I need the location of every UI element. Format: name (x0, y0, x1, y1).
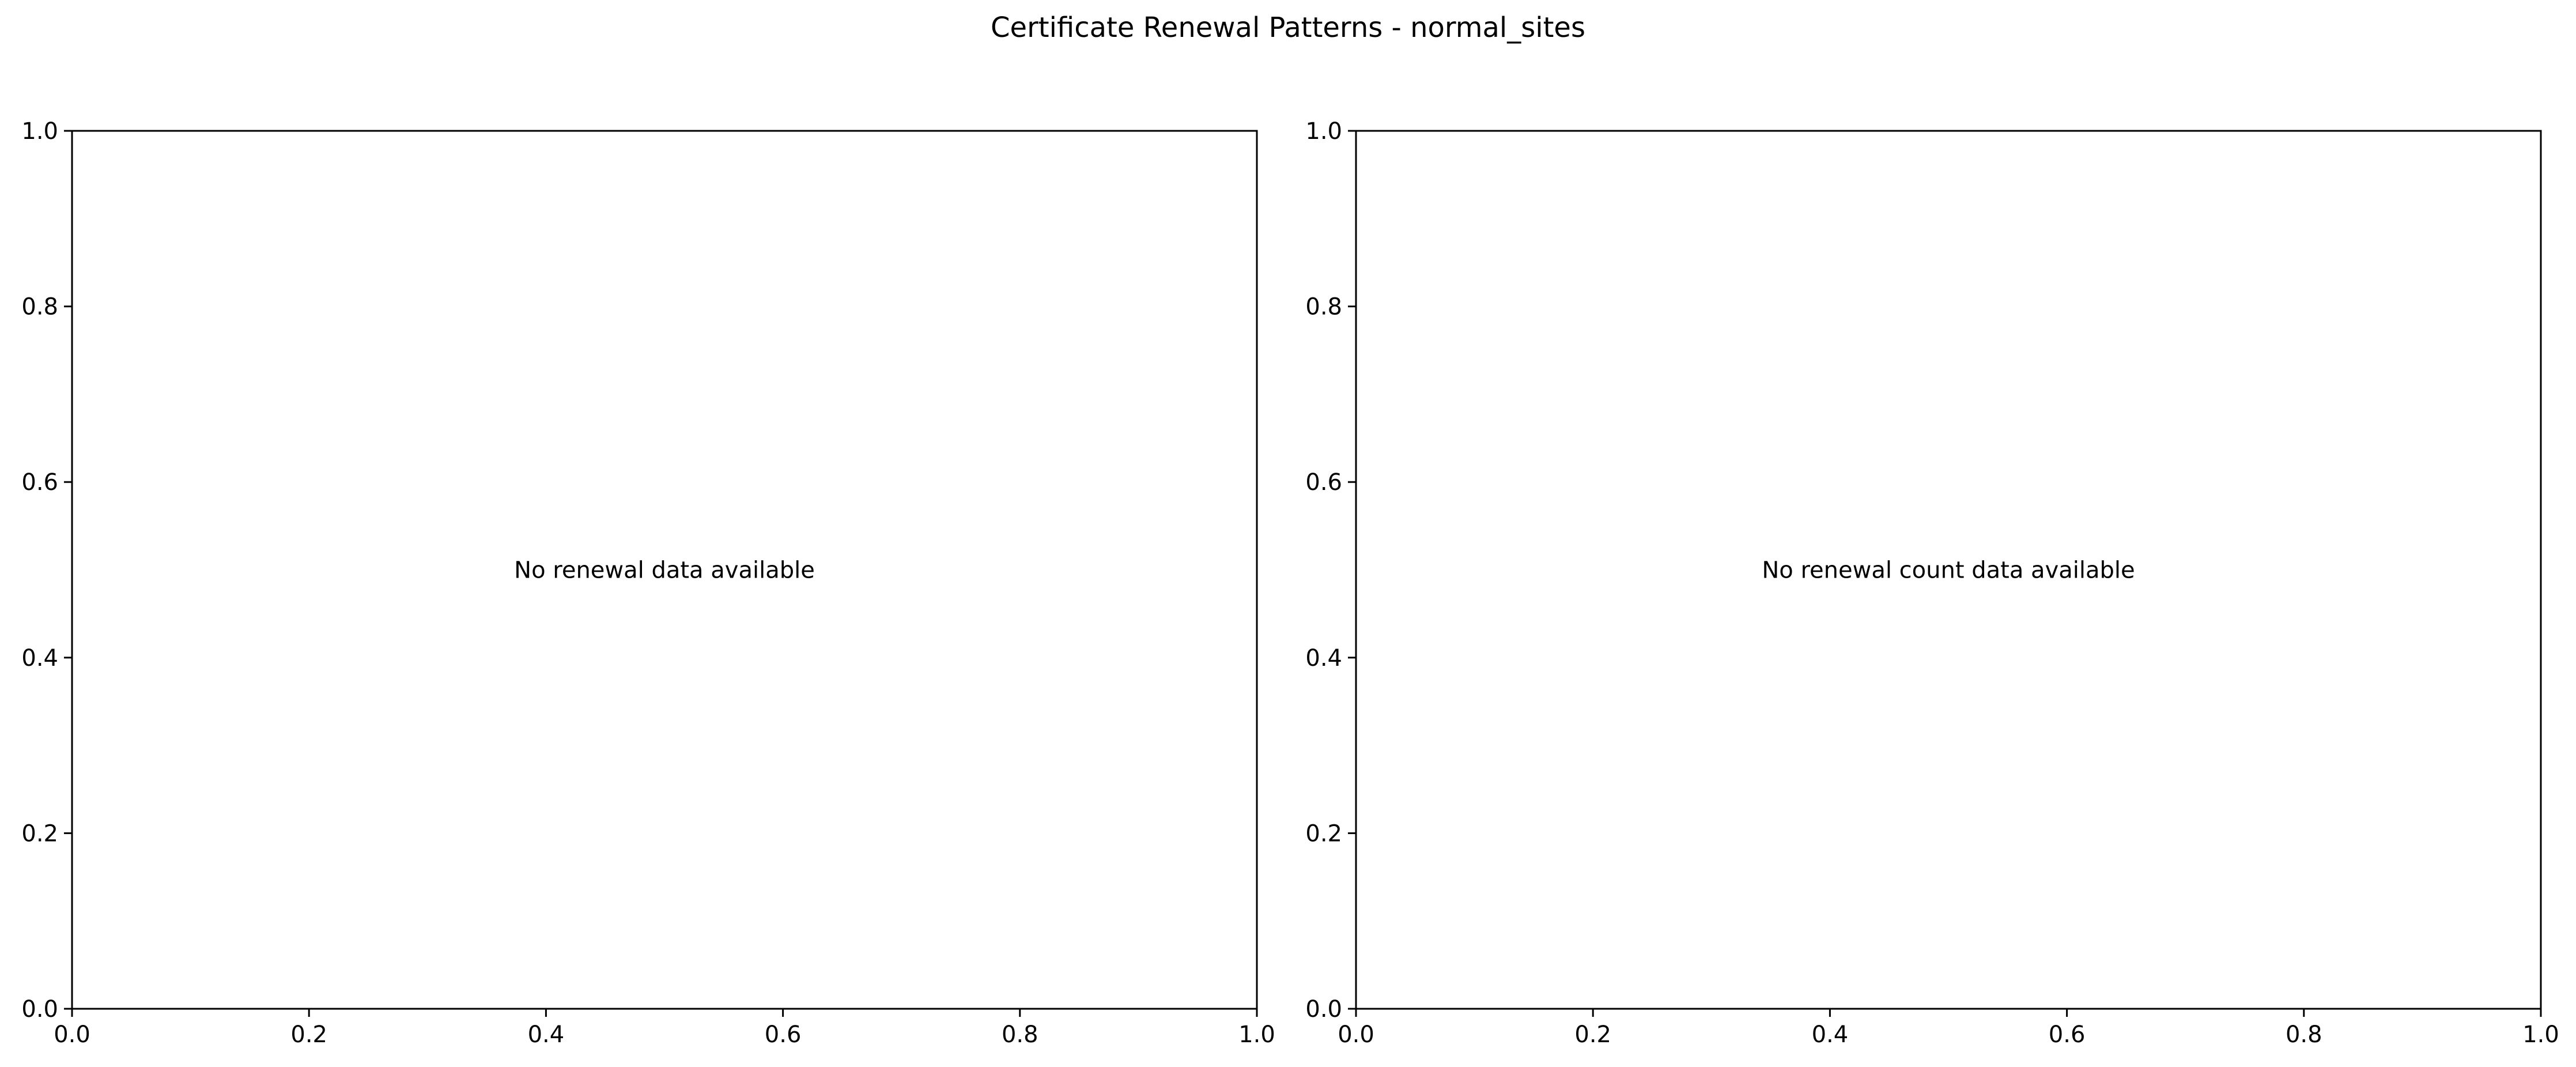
y-tick-label: 0.0 (21, 996, 58, 1023)
y-tick-label: 1.0 (1305, 118, 1342, 145)
x-tick-label: 1.0 (2522, 1021, 2559, 1048)
y-tick-label: 1.0 (21, 118, 58, 145)
x-tick-label: 1.0 (1238, 1021, 1275, 1048)
x-tick-label: 0.4 (1812, 1021, 1849, 1048)
x-tick-label: 0.6 (765, 1021, 802, 1048)
axes-panel-1: 0.0 0.2 0.4 0.6 0.8 1.0 0.0 0.2 0.4 0.6 0.8 1.0 No r… (21, 118, 1275, 1048)
y-tick-label: 0.0 (1305, 996, 1342, 1023)
no-data-message: No renewal data available (514, 557, 815, 584)
axes-layer: 0.0 0.2 0.4 0.6 0.8 1.0 0.0 0.2 0.4 0.6 0.8 1.0 No r… (21, 118, 2559, 1048)
x-tick-label: 0.8 (1002, 1021, 1038, 1048)
x-tick-label: 0.2 (290, 1021, 327, 1048)
x-tick-label: 0.0 (54, 1021, 90, 1048)
figure-title: Certificate Renewal Patterns - normal_si… (991, 12, 1585, 44)
y-tick-label: 0.8 (21, 294, 58, 321)
y-tick-label: 0.6 (21, 469, 58, 496)
y-tick-label: 0.4 (21, 645, 58, 672)
x-tick-label: 0.8 (2286, 1021, 2322, 1048)
x-tick-label: 0.6 (2049, 1021, 2086, 1048)
y-tick-label: 0.8 (1305, 294, 1342, 321)
y-tick-label: 0.2 (21, 820, 58, 847)
y-tick-label: 0.6 (1305, 469, 1342, 496)
y-tick-label: 0.4 (1305, 645, 1342, 672)
x-tick-label: 0.2 (1574, 1021, 1611, 1048)
plot-area (71, 130, 1258, 1010)
x-tick-label: 0.0 (1338, 1021, 1374, 1048)
y-tick-label: 0.2 (1305, 820, 1342, 847)
no-data-message: No renewal count data available (1762, 557, 2135, 584)
plot-area (1355, 130, 2542, 1010)
x-tick-label: 0.4 (528, 1021, 565, 1048)
axes-panel-2: 0.0 0.2 0.4 0.6 0.8 1.0 0.0 0.2 0.4 0.6 0.8 1.0 No r… (1305, 118, 2559, 1048)
